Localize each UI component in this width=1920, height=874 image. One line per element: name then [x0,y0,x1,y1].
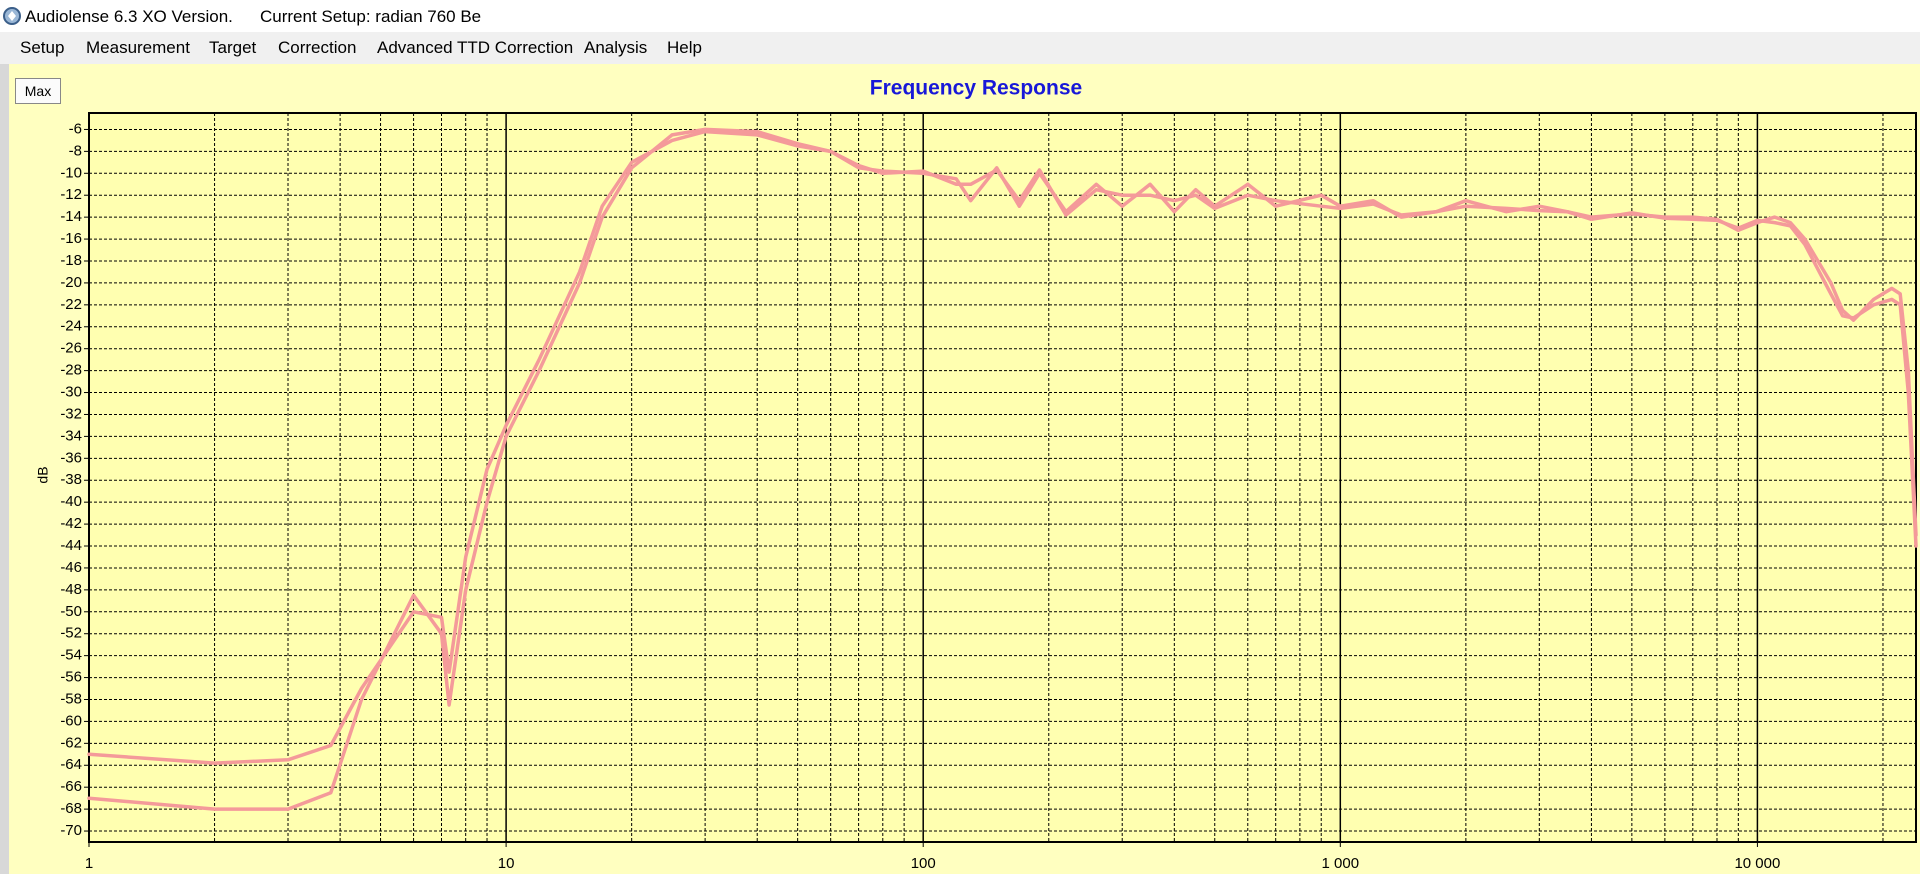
y-tick-label: -68 [60,800,82,817]
title-bar: Audiolense 6.3 XO Version. Current Setup… [0,0,1920,32]
menu-item[interactable]: Target [209,38,257,57]
menu-item[interactable]: Setup [20,38,65,57]
y-tick-label: -58 [60,690,82,707]
y-tick-label: -62 [60,734,82,751]
y-tick-label: -24 [60,318,82,335]
plot-area [89,113,1916,842]
x-tick-label: 100 [911,855,936,872]
y-tick-label: -64 [60,756,82,773]
y-tick-label: -66 [60,778,82,795]
y-tick-label: -26 [60,340,82,357]
y-tick-label: -54 [60,647,82,664]
y-axis-label: dB [35,466,51,483]
window-title: Audiolense 6.3 XO Version. [25,7,233,26]
y-tick-label: -28 [60,362,82,379]
menu-item[interactable]: Correction [278,38,357,57]
chart: Frequency Response dB -6 -8 -10 -12 -14 -16 -1… [9,64,1920,874]
x-tick-label: 10 [498,855,515,872]
y-tick-label: -52 [60,625,82,642]
menu-item[interactable]: Help [667,38,702,57]
y-tick-label: -36 [60,449,82,466]
y-tick-label: -22 [60,296,82,313]
chart-title: Frequency Response [870,77,1082,100]
y-tick-label: -10 [60,164,82,181]
y-tick-label: -60 [60,712,82,729]
y-tick-label: -14 [60,208,82,225]
response-curve [87,127,1918,811]
menu-item[interactable]: Analysis [584,38,648,57]
current-setup: Current Setup: radian 760 Be [260,7,482,26]
y-tick-label: -16 [60,230,82,247]
y-tick-label: -30 [60,384,82,401]
menu-item[interactable]: Advanced TTD Correction [377,38,574,57]
x-tick-label: 1 [85,855,93,872]
menu-item[interactable]: Measurement [86,38,190,57]
y-tick-label: -48 [60,581,82,598]
app-icon [3,7,21,25]
y-tick-label: -56 [60,669,82,686]
max-button[interactable]: Max [15,78,61,104]
y-tick-label: -18 [60,252,82,269]
y-tick-label: -34 [60,427,82,444]
y-tick-label: -12 [60,186,82,203]
y-tick-label: -46 [60,559,82,576]
y-tick-label: -50 [60,603,82,620]
y-tick-label: -70 [60,822,82,839]
y-tick-label: -32 [60,405,82,422]
x-tick-label: 10 000 [1734,855,1780,872]
x-tick-label: 1 000 [1322,855,1360,872]
menu-bar: Setup Measurement Target Correction Adva… [0,32,1920,65]
y-tick-label: -40 [60,493,82,510]
plot-border [88,112,1917,843]
y-tick-label: -38 [60,471,82,488]
chart-panel: Frequency Response dB -6 -8 -10 -12 -14 -16 -1… [0,64,1920,874]
y-tick-label: -20 [60,274,82,291]
y-tick-label: -6 [69,120,82,137]
y-tick-label: -8 [69,142,82,159]
y-tick-label: -42 [60,515,82,532]
y-tick-label: -44 [60,537,82,554]
